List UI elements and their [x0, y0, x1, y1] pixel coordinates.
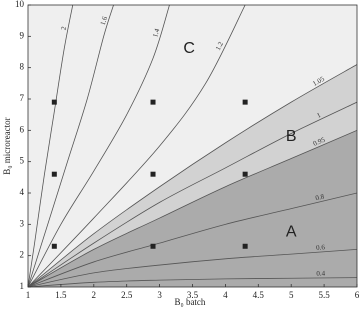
- y-tick-label: 1: [20, 281, 25, 291]
- data-point: [51, 171, 57, 177]
- plot: [28, 5, 357, 287]
- data-point: [150, 171, 156, 177]
- y-tick-label: 6: [20, 124, 25, 134]
- data-point: [242, 171, 248, 177]
- contour-line: [28, 5, 114, 287]
- contour-label: 0.4: [316, 270, 325, 278]
- x-tick-label: 4.5: [253, 290, 265, 300]
- contour-line: [28, 249, 357, 287]
- contour-label: 2: [59, 25, 68, 30]
- y-tick-label: 10: [15, 0, 25, 9]
- region-label: B: [286, 128, 297, 145]
- y-tick-label: 8: [20, 62, 25, 72]
- contour-line: [28, 5, 170, 287]
- data-point: [51, 243, 57, 249]
- x-tick-label: 2: [92, 290, 97, 300]
- contour-line: [28, 64, 357, 287]
- contour-label: 0.6: [316, 243, 326, 252]
- y-tick-label: 2: [20, 250, 25, 260]
- x-tick-label: 5: [289, 290, 294, 300]
- y-tick-label: 5: [20, 156, 25, 166]
- contour-line: [28, 101, 357, 287]
- x-tick-label: 3: [157, 290, 162, 300]
- data-point: [150, 99, 156, 105]
- x-tick-label: 1.5: [55, 290, 67, 300]
- y-tick-label: 4: [20, 187, 25, 197]
- y-tick-label: 7: [20, 93, 25, 103]
- contour-label: 1.4: [151, 27, 161, 38]
- data-point: [51, 99, 57, 105]
- region-label: C: [183, 40, 195, 57]
- x-axis-title: B₀ batch: [175, 297, 206, 307]
- contour-line: [28, 5, 246, 287]
- contour-label: 1.6: [99, 15, 109, 26]
- data-point: [242, 99, 248, 105]
- x-tick-label: 6: [355, 290, 360, 300]
- y-axis-title: B₀ microreactor: [2, 117, 12, 174]
- x-tick-label: 5.5: [318, 290, 330, 300]
- region-label: A: [286, 223, 297, 240]
- contour-label: 1.2: [214, 40, 225, 52]
- x-tick-label: 4: [223, 290, 228, 300]
- y-tick-label: 9: [20, 30, 25, 40]
- contour-line: [28, 129, 357, 287]
- x-tick-label: 1: [26, 290, 31, 300]
- region-fill: [28, 130, 357, 287]
- y-tick-label: 3: [20, 218, 25, 228]
- contour-label: 0.8: [315, 192, 326, 202]
- contour-label: 1: [316, 111, 323, 120]
- x-tick-label: 3.5: [187, 290, 199, 300]
- contour-line: [28, 5, 74, 287]
- x-tick-label: 2.5: [121, 290, 133, 300]
- data-point: [242, 243, 248, 249]
- contour-line: [28, 192, 357, 287]
- data-point: [150, 243, 156, 249]
- contour-line: [28, 277, 357, 287]
